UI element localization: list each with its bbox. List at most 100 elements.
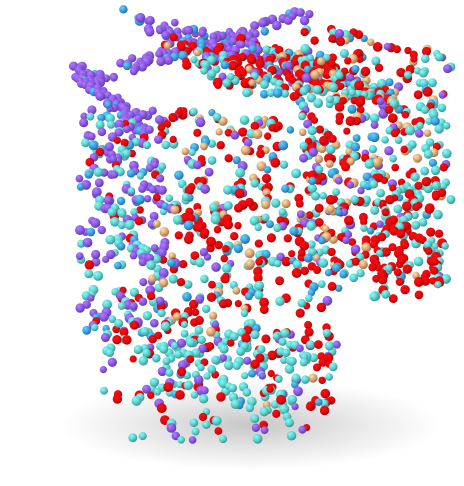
point-red — [259, 305, 269, 315]
point-teal — [430, 165, 441, 176]
point-teal — [117, 220, 126, 230]
point-blue — [97, 113, 106, 122]
point-purple — [284, 61, 293, 70]
point-teal — [423, 240, 433, 249]
point-blue — [347, 104, 357, 114]
point-red — [156, 403, 167, 414]
point-red — [112, 394, 123, 404]
point-purple — [295, 344, 304, 353]
point-teal — [86, 112, 95, 121]
point-teal — [446, 194, 456, 205]
point-red — [393, 268, 402, 277]
point-red — [206, 292, 217, 302]
point-tan — [412, 153, 423, 163]
point-teal — [84, 269, 94, 279]
point-tan — [248, 79, 256, 87]
point-red — [335, 117, 343, 125]
point-teal — [250, 330, 260, 340]
point-teal — [259, 407, 269, 417]
point-teal — [348, 88, 356, 97]
point-red — [328, 134, 337, 143]
point-red — [305, 211, 314, 220]
point-teal — [81, 138, 90, 148]
point-teal — [202, 420, 211, 429]
point-teal — [186, 337, 196, 348]
point-purple — [211, 262, 221, 272]
point-teal — [236, 346, 246, 356]
point-red — [154, 331, 163, 340]
point-tan — [181, 147, 190, 156]
point-tan — [326, 204, 335, 214]
point-teal — [273, 223, 282, 233]
point-purple — [193, 375, 204, 385]
point-purple — [104, 142, 115, 152]
point-red — [385, 194, 395, 205]
point-purple — [438, 91, 447, 99]
point-blue — [339, 270, 348, 279]
point-purple — [346, 181, 355, 189]
point-teal — [299, 358, 309, 367]
point-teal — [142, 141, 152, 150]
point-blue — [303, 253, 313, 263]
point-red — [400, 284, 410, 295]
point-purple — [155, 49, 164, 58]
point-teal — [420, 105, 430, 114]
point-red — [345, 116, 356, 127]
point-blue — [248, 44, 257, 54]
point-purple — [129, 301, 138, 311]
point-purple — [109, 155, 117, 163]
point-teal — [279, 404, 290, 415]
point-red — [214, 427, 223, 435]
point-teal — [288, 395, 298, 404]
point-red — [201, 228, 210, 237]
point-purple — [87, 105, 97, 115]
point-teal — [195, 257, 205, 268]
point-purple — [293, 386, 303, 397]
point-blue — [350, 142, 361, 152]
point-red — [208, 280, 216, 289]
point-red — [120, 138, 129, 147]
point-teal — [153, 388, 162, 396]
point-teal — [162, 357, 171, 366]
point-purple — [149, 211, 159, 221]
point-red — [198, 412, 208, 422]
point-red — [234, 221, 242, 230]
point-teal — [242, 87, 252, 98]
point-purple — [258, 372, 267, 380]
point-teal — [177, 436, 185, 444]
point-red — [300, 266, 310, 276]
point-red — [388, 294, 398, 304]
point-purple — [204, 167, 214, 177]
point-blue — [82, 325, 92, 335]
point-red — [186, 355, 195, 364]
point-teal — [168, 274, 178, 284]
point-teal — [419, 68, 428, 78]
point-teal — [280, 356, 288, 364]
point-purple — [376, 220, 384, 228]
point-teal — [389, 154, 397, 163]
point-purple — [200, 184, 211, 194]
point-purple — [305, 9, 314, 19]
point-teal — [324, 341, 335, 351]
point-red — [305, 403, 314, 411]
point-red — [310, 116, 319, 124]
point-purple — [342, 236, 351, 245]
point-teal — [300, 43, 311, 54]
point-red — [327, 281, 337, 291]
point-red — [318, 172, 327, 181]
point-teal — [319, 191, 327, 200]
point-teal — [292, 259, 302, 270]
point-blue — [263, 166, 272, 174]
point-red — [224, 154, 233, 163]
point-purple — [283, 15, 293, 25]
point-teal — [279, 160, 289, 169]
point-red — [343, 215, 354, 226]
point-red — [129, 320, 140, 330]
point-teal — [335, 71, 344, 80]
point-purple — [148, 185, 157, 194]
point-teal — [325, 95, 335, 104]
point-teal — [371, 56, 381, 66]
point-red — [250, 359, 260, 369]
point-teal — [281, 348, 291, 358]
